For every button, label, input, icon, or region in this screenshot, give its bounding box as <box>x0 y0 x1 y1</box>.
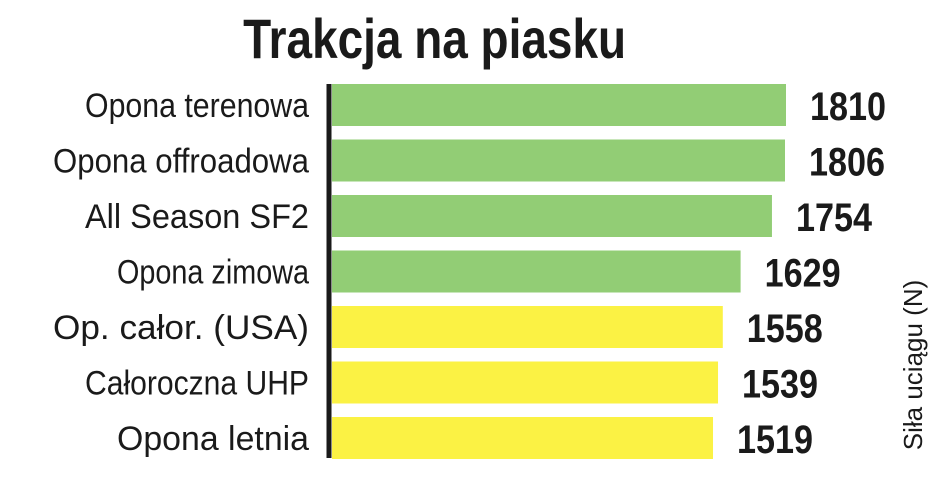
value-label: 1539 <box>742 363 818 407</box>
bar <box>332 417 714 459</box>
bar <box>332 84 786 126</box>
value-label: 1806 <box>809 141 885 185</box>
category-label: Opona offroadowa <box>53 143 309 181</box>
category-label: Opona letnia <box>117 420 309 458</box>
bar <box>332 139 785 182</box>
value-label: 1519 <box>737 418 813 462</box>
value-label: 1629 <box>765 252 841 296</box>
category-label: All Season SF2 <box>85 198 309 236</box>
bar <box>332 250 741 293</box>
category-label: Opona zimowa <box>117 254 309 292</box>
value-label: 1810 <box>810 85 886 129</box>
value-label: 1754 <box>796 196 873 240</box>
bar <box>332 195 772 237</box>
category-label: Opona terenowa <box>85 87 309 125</box>
unit-axis-label: Siła uciągu (N) <box>898 280 928 451</box>
chart-title: Trakcja na piasku <box>243 7 627 70</box>
bar <box>332 306 723 348</box>
category-label: Op. całor. (USA) <box>53 309 309 347</box>
bar <box>332 361 719 404</box>
category-label: Całoroczna UHP <box>85 365 309 403</box>
value-label: 1558 <box>747 307 823 351</box>
